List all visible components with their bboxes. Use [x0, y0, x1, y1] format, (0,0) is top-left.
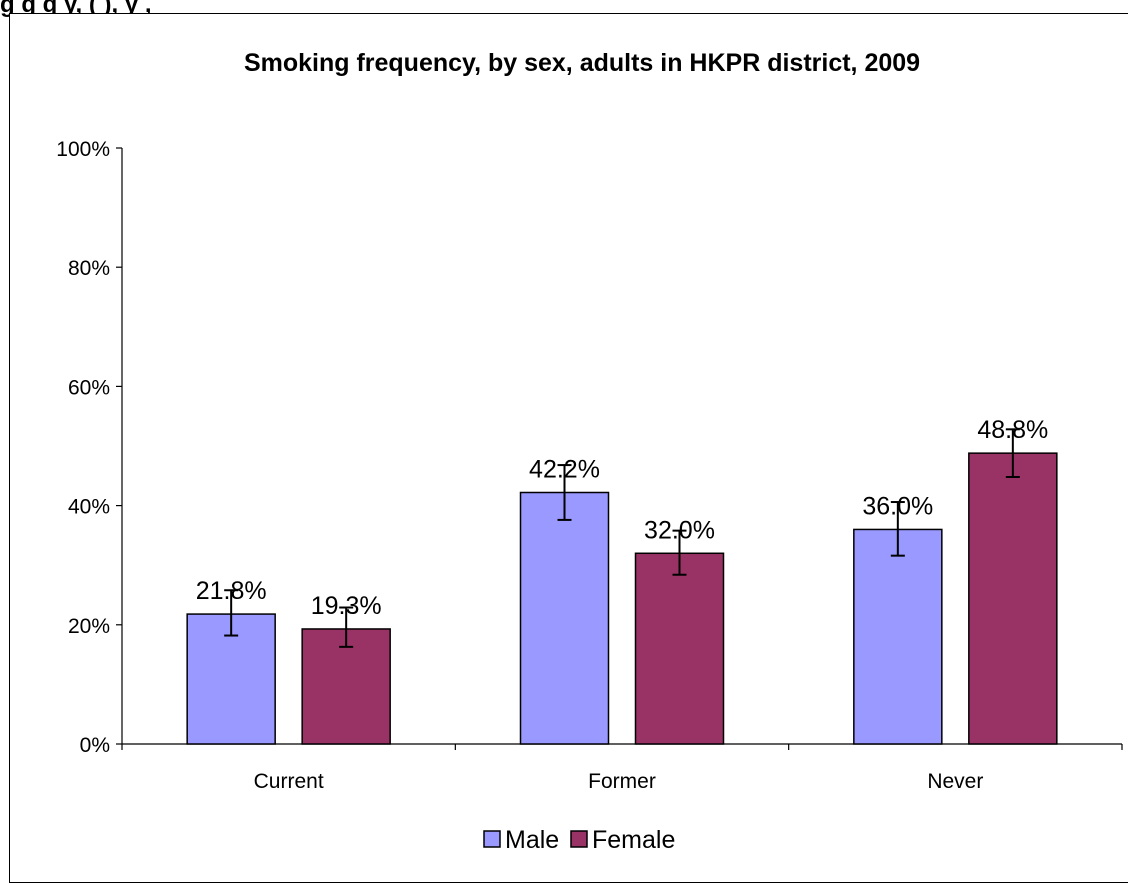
legend-label-female: Female — [592, 826, 675, 854]
bar-male-never — [853, 528, 943, 745]
x-tick-label: Former — [588, 770, 656, 793]
bar-female-current — [301, 628, 391, 745]
data-label: 19.3% — [311, 592, 382, 620]
data-label: 32.0% — [644, 516, 715, 544]
y-tick-label: 100% — [56, 138, 110, 161]
x-tick-label: Current — [254, 770, 324, 793]
y-tick-label: 0% — [80, 734, 110, 757]
data-label: 36.0% — [862, 492, 933, 520]
y-tick-label: 60% — [68, 376, 110, 399]
bar-female-never — [968, 452, 1058, 745]
data-label: 21.8% — [196, 577, 267, 605]
y-tick-label: 80% — [68, 257, 110, 280]
chart-title: Smoking frequency, by sex, adults in HKP… — [244, 49, 920, 77]
bar-female-former — [634, 552, 725, 745]
x-tick-label: Never — [927, 770, 983, 793]
error-bars — [224, 428, 1020, 648]
data-label: 42.2% — [529, 455, 600, 483]
legend: Male Female — [483, 826, 675, 854]
legend-swatch-male — [483, 830, 501, 848]
y-tick-label: 40% — [68, 496, 110, 519]
data-label: 48.8% — [977, 416, 1048, 444]
legend-swatch-female — [570, 830, 588, 848]
legend-label-male: Male — [505, 826, 559, 854]
axes: 0% 20% 40% 60% 80% 100% — [56, 138, 1123, 757]
data-labels: 21.8% 19.3% 42.2% 32.0% 36.0% 48.8% — [196, 416, 1049, 620]
y-tick-label: 20% — [68, 615, 110, 638]
x-tick-labels: Current Former Never — [254, 770, 984, 793]
bar-male-former — [519, 491, 610, 745]
